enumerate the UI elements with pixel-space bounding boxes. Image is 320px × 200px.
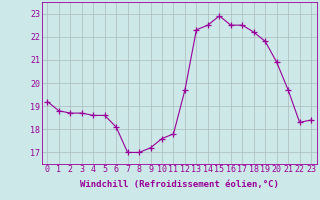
X-axis label: Windchill (Refroidissement éolien,°C): Windchill (Refroidissement éolien,°C) (80, 180, 279, 189)
